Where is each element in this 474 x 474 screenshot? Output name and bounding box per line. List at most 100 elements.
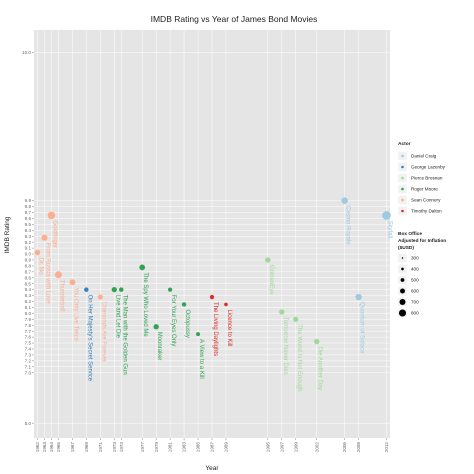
film-label: From Russia with Love bbox=[44, 243, 50, 305]
film-label: Licence to Kill bbox=[226, 309, 232, 346]
legend-label: Roger Moore bbox=[411, 187, 438, 192]
y-tick-label: 7.0 bbox=[25, 370, 32, 375]
film-label: Die Another Day bbox=[317, 347, 323, 391]
x-tick-label: 1963 bbox=[42, 442, 47, 453]
data-point bbox=[69, 279, 76, 286]
legend-swatch bbox=[401, 209, 404, 213]
grid bbox=[34, 30, 390, 438]
film-label: For Your Eyes Only bbox=[170, 295, 176, 347]
x-tick-label: 2006 bbox=[342, 442, 347, 453]
y-tick-label: 8.2 bbox=[25, 299, 32, 304]
y-tick-label: 9.6 bbox=[25, 216, 32, 221]
x-tick-label: 1983 bbox=[182, 442, 187, 453]
y-tick-label: 7.7 bbox=[25, 329, 32, 334]
legend-label: George Lazenby bbox=[411, 165, 446, 170]
legend-label: Pierce Brosnan bbox=[411, 176, 443, 181]
data-point bbox=[34, 249, 41, 256]
data-point bbox=[97, 294, 103, 300]
x-tick-label: 1981 bbox=[168, 442, 173, 453]
x-tick-label: 2008 bbox=[356, 442, 361, 453]
size-legend-swatch bbox=[400, 278, 405, 282]
legend-swatch bbox=[401, 198, 404, 202]
x-tick-label: 1997 bbox=[279, 442, 284, 453]
legend-label: Daniel Craig bbox=[411, 154, 437, 159]
data-point bbox=[355, 293, 362, 301]
film-label: Quantum of Solace bbox=[359, 302, 365, 354]
film-label: GoldenEye bbox=[268, 265, 274, 295]
y-tick-label: 9.0 bbox=[25, 252, 32, 257]
y-tick-label: 10.0 bbox=[22, 50, 31, 55]
size-legend-swatch bbox=[401, 267, 404, 271]
film-label: Live and Let Die bbox=[114, 295, 120, 339]
film-label: A View to a Kill bbox=[198, 339, 204, 379]
x-tick-label: 2002 bbox=[314, 442, 319, 453]
legend-label: Sean Connery bbox=[411, 198, 441, 203]
y-tick-label: 9.5 bbox=[25, 222, 32, 227]
data-point bbox=[139, 264, 146, 271]
y-tick-label: 7.1 bbox=[25, 364, 32, 369]
x-axis-title: Year bbox=[205, 465, 219, 472]
x-tick-label: 1965 bbox=[56, 442, 61, 453]
data-point bbox=[111, 286, 117, 293]
y-tick-label: 8.3 bbox=[25, 293, 32, 298]
y-tick-label: 9.3 bbox=[25, 234, 32, 239]
y-tick-label: 9.2 bbox=[25, 240, 32, 245]
data-point bbox=[167, 287, 173, 292]
x-axis: 1962 1963 1964 1965 1967 1969 1971 1973 1974 1977… bbox=[35, 438, 389, 452]
film-label: Diamonds Are Forever bbox=[100, 302, 106, 362]
y-tick-label: 9.1 bbox=[25, 246, 32, 251]
y-tick-label: 7.3 bbox=[25, 353, 32, 358]
size-legend-title-line-3: ($USD) bbox=[398, 245, 414, 251]
data-point bbox=[224, 302, 228, 307]
film-label: The Spy Who Loved Me bbox=[142, 272, 148, 337]
x-tick-label: 1971 bbox=[98, 442, 103, 453]
film-label: Casino Royale bbox=[345, 206, 351, 246]
size-legend-label: 700 bbox=[411, 300, 419, 305]
data-point bbox=[84, 287, 89, 292]
film-label: Moonraker bbox=[156, 332, 162, 361]
size-legend-title-line-2: Adjusted for Inflation bbox=[398, 238, 446, 244]
x-tick-label: 1962 bbox=[35, 442, 40, 453]
film-label: Octopussy bbox=[184, 309, 190, 337]
y-axis-title: IMDB Rating bbox=[4, 216, 11, 253]
data-point bbox=[119, 287, 124, 292]
x-tick-label: 1987 bbox=[210, 442, 215, 453]
y-tick-label: 8.6 bbox=[25, 275, 32, 280]
size-legend-swatch bbox=[398, 309, 407, 317]
y-tick-label: 9.9 bbox=[25, 198, 32, 203]
data-point bbox=[265, 257, 271, 263]
x-tick-label: 1985 bbox=[196, 442, 201, 453]
legend-swatch bbox=[401, 176, 404, 180]
x-tick-label: 1989 bbox=[224, 442, 229, 453]
data-points bbox=[34, 197, 391, 345]
data-point bbox=[196, 332, 201, 337]
y-tick-label: 7.9 bbox=[25, 317, 32, 322]
size-legend-label: 300 bbox=[411, 256, 419, 261]
y-tick-label: 8.5 bbox=[25, 281, 32, 286]
legend-swatch bbox=[401, 154, 404, 158]
data-point bbox=[54, 271, 62, 279]
chart-title: IMDB Rating vs Year of James Bond Movies bbox=[151, 14, 318, 24]
size-legend-title-line-1: Box Office bbox=[398, 231, 422, 237]
x-tick-label: 1979 bbox=[154, 442, 159, 453]
x-tick-label: 1999 bbox=[293, 442, 298, 453]
film-label: The Man with the Golden Gun bbox=[121, 295, 127, 375]
film-label: Dr. No bbox=[37, 258, 43, 276]
x-tick-label: 1964 bbox=[49, 442, 54, 453]
size-legend-label: 600 bbox=[411, 289, 419, 294]
film-label: The World Is Not Enough bbox=[296, 324, 302, 391]
film-label: Thunderball bbox=[58, 280, 64, 312]
y-tick-label: 8.4 bbox=[25, 287, 32, 292]
y-tick-label: 7.8 bbox=[25, 323, 32, 328]
y-tick-label: 7.4 bbox=[25, 347, 32, 352]
data-point bbox=[181, 302, 187, 307]
film-label: Tomorrow Never Dies bbox=[282, 317, 288, 375]
data-point bbox=[279, 309, 285, 315]
y-tick-label: 8.7 bbox=[25, 269, 32, 274]
x-tick-label: 1974 bbox=[119, 442, 124, 453]
legend-swatch bbox=[401, 187, 404, 191]
size-legend-swatch bbox=[400, 288, 405, 294]
y-tick-label: 9.8 bbox=[25, 204, 32, 209]
